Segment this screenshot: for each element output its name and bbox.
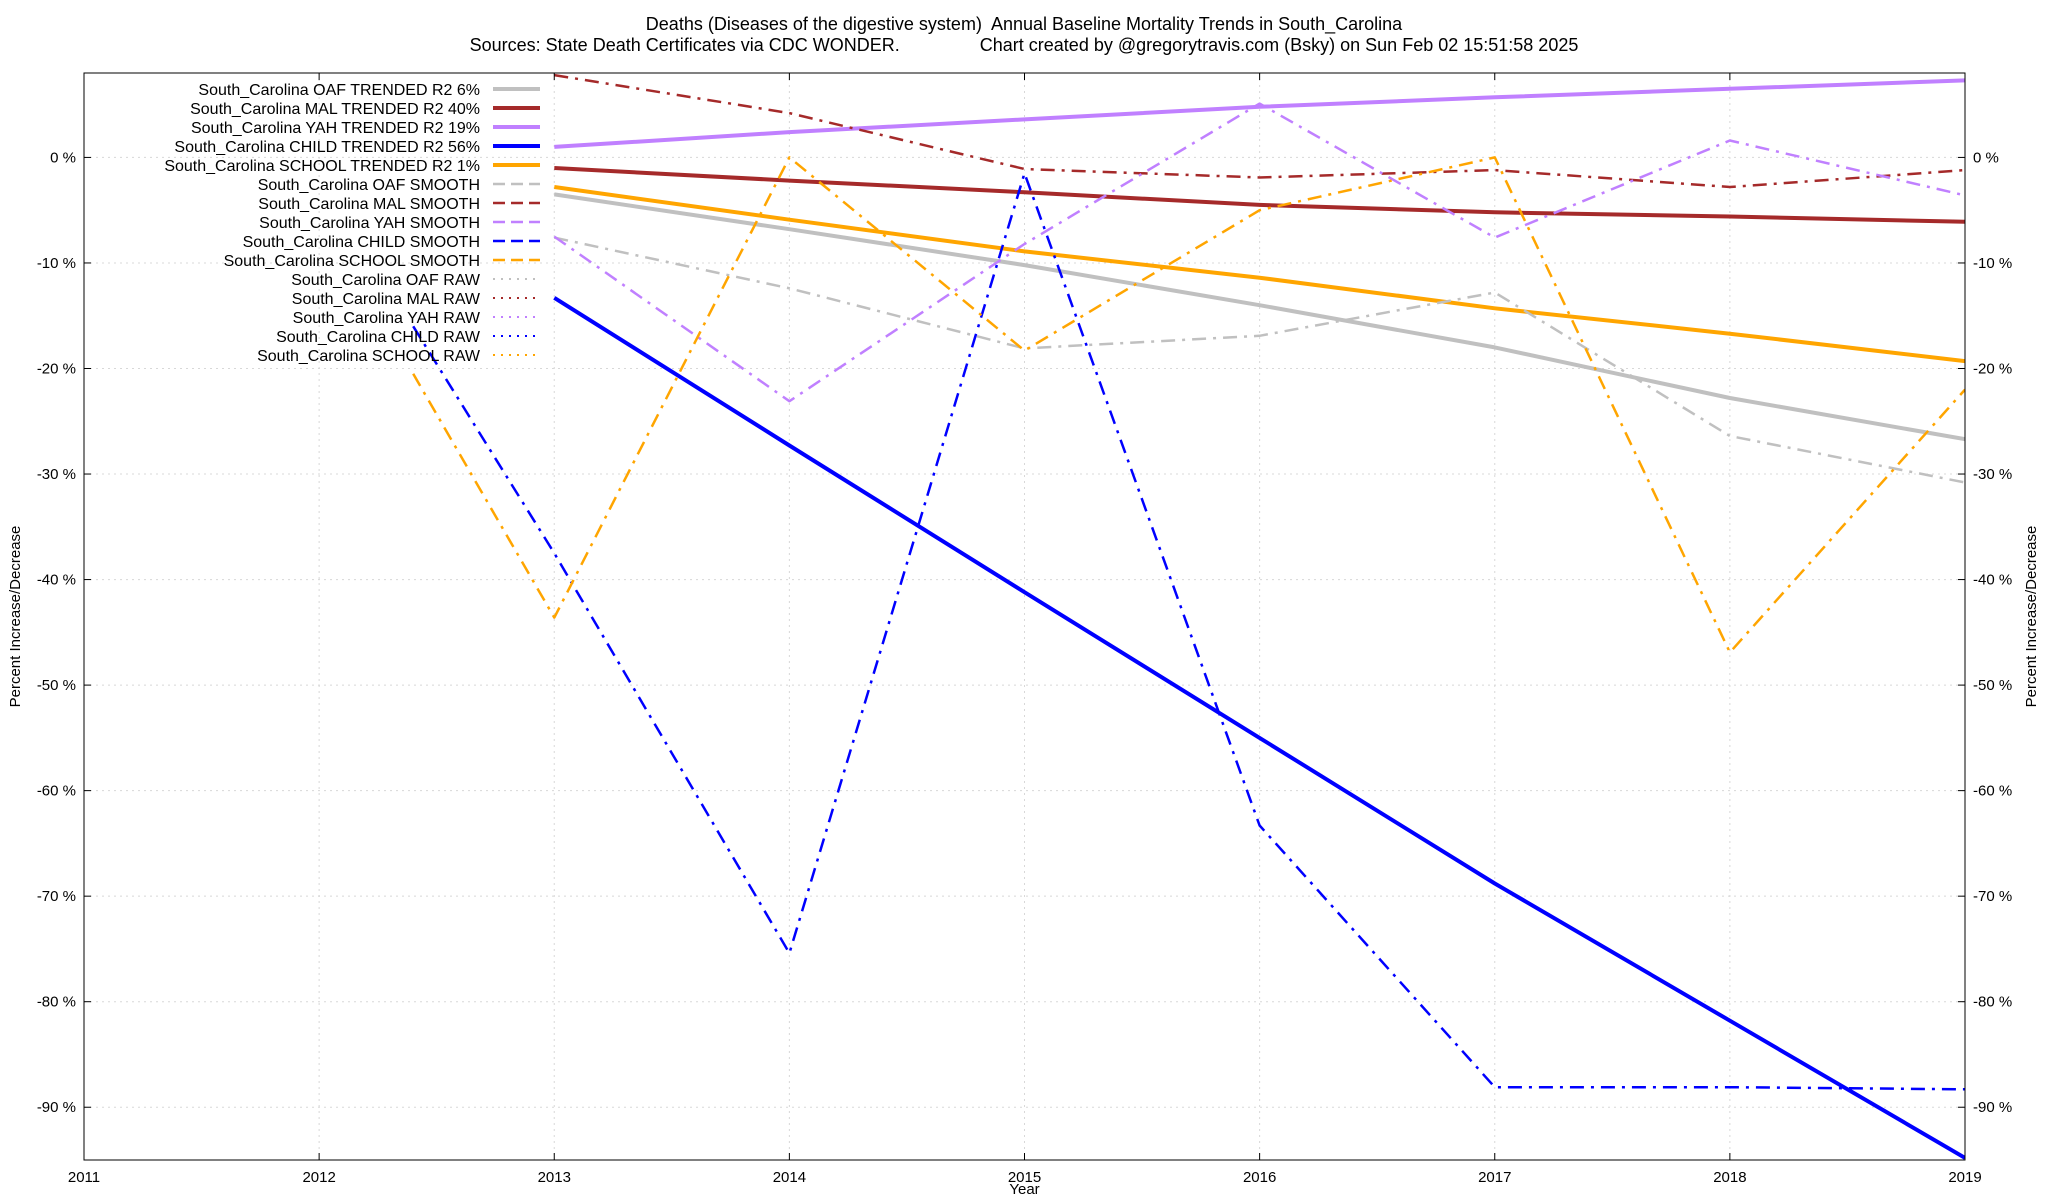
series-line-2 — [554, 78, 1965, 149]
y2-tick-label: -30 % — [1973, 466, 2012, 483]
y-tick-label: -30 % — [37, 466, 76, 483]
series-line-8 — [412, 172, 1965, 1091]
series-line-6 — [554, 73, 1965, 189]
y-tick-label: -20 % — [37, 360, 76, 377]
series-line-3 — [553, 296, 1965, 1160]
legend-label: South_Carolina SCHOOL SMOOTH — [224, 253, 480, 270]
y-tick-label: -60 % — [37, 783, 76, 800]
y2-tick-label: -40 % — [1973, 572, 2012, 589]
series-line-4 — [554, 185, 1965, 364]
legend-label: South_Carolina MAL TRENDED R2 40% — [190, 101, 480, 118]
series-line-1 — [554, 166, 1965, 224]
legend-label: South_Carolina OAF TRENDED R2 6% — [198, 82, 480, 99]
legend-label: South_Carolina OAF SMOOTH — [258, 177, 480, 194]
legend-label: South_Carolina MAL SMOOTH — [258, 196, 480, 213]
axes: 2011 2012 2013 2014 2015 2016 2017 2018 2019 0 % 0… — [7, 73, 2040, 1198]
y-axis-title: Percent Increase/Decrease — [7, 526, 24, 708]
x-tick-label: 2011 — [68, 1169, 100, 1186]
y-tick-label: -50 % — [37, 677, 76, 694]
x-tick-label: 2012 — [302, 1169, 335, 1186]
y-tick-label: 0 % — [50, 149, 76, 166]
y-tick-label: -40 % — [37, 572, 76, 589]
x-tick-label: 2019 — [1948, 1169, 1981, 1186]
y2-tick-label: -60 % — [1973, 783, 2012, 800]
series-line-7 — [553, 102, 1965, 403]
y2-tick-label: 0 % — [1973, 149, 1999, 166]
y2-tick-label: -50 % — [1973, 677, 2012, 694]
legend-label: South_Carolina MAL RAW — [292, 291, 481, 308]
legend-label: South_Carolina CHILD SMOOTH — [243, 234, 480, 251]
y-tick-label: -10 % — [37, 255, 76, 272]
chart-title: Deaths (Diseases of the digestive system… — [645, 14, 1403, 34]
legend-label: South_Carolina SCHOOL RAW — [257, 348, 481, 365]
x-axis-title: Year — [1009, 1181, 1039, 1198]
y-tick-label: -80 % — [37, 994, 76, 1011]
y2-tick-label: -90 % — [1973, 1099, 2012, 1116]
x-tick-label: 2013 — [538, 1169, 571, 1186]
legend-label: South_Carolina CHILD RAW — [276, 329, 481, 346]
chart-subtitle: Sources: State Death Certificates via CD… — [469, 35, 1579, 55]
series-lines — [412, 73, 1965, 1160]
x-tick-label: 2017 — [1478, 1169, 1511, 1186]
y2-tick-label: -10 % — [1973, 255, 2012, 272]
legend-label: South_Carolina CHILD TRENDED R2 56% — [174, 139, 480, 156]
y-tick-label: -70 % — [37, 888, 76, 905]
legend-label: South_Carolina YAH TRENDED R2 19% — [191, 120, 480, 137]
series-line-0 — [554, 192, 1965, 442]
x-tick-label: 2018 — [1713, 1169, 1746, 1186]
series-line-9 — [412, 156, 1965, 654]
y2-axis-title: Percent Increase/Decrease — [2023, 526, 2040, 708]
y2-tick-label: -70 % — [1973, 888, 2012, 905]
x-tick-label: 2015 — [1008, 1169, 1041, 1186]
x-tick-label: 2014 — [773, 1169, 806, 1186]
y-tick-label: -90 % — [37, 1099, 76, 1116]
x-tick-label: 2016 — [1243, 1169, 1276, 1186]
legend-label: South_Carolina OAF RAW — [291, 272, 481, 289]
y2-tick-label: -80 % — [1973, 994, 2012, 1011]
y2-tick-label: -20 % — [1973, 360, 2012, 377]
legend: South_Carolina OAF TRENDED R2 6% South_Ca… — [164, 82, 540, 365]
series-line-5 — [554, 236, 1965, 484]
legend-label: South_Carolina SCHOOL TRENDED R2 1% — [164, 158, 480, 175]
legend-label: South_Carolina YAH RAW — [293, 310, 481, 327]
grid-lines — [83, 73, 1966, 1160]
legend-label: South_Carolina YAH SMOOTH — [259, 215, 480, 232]
